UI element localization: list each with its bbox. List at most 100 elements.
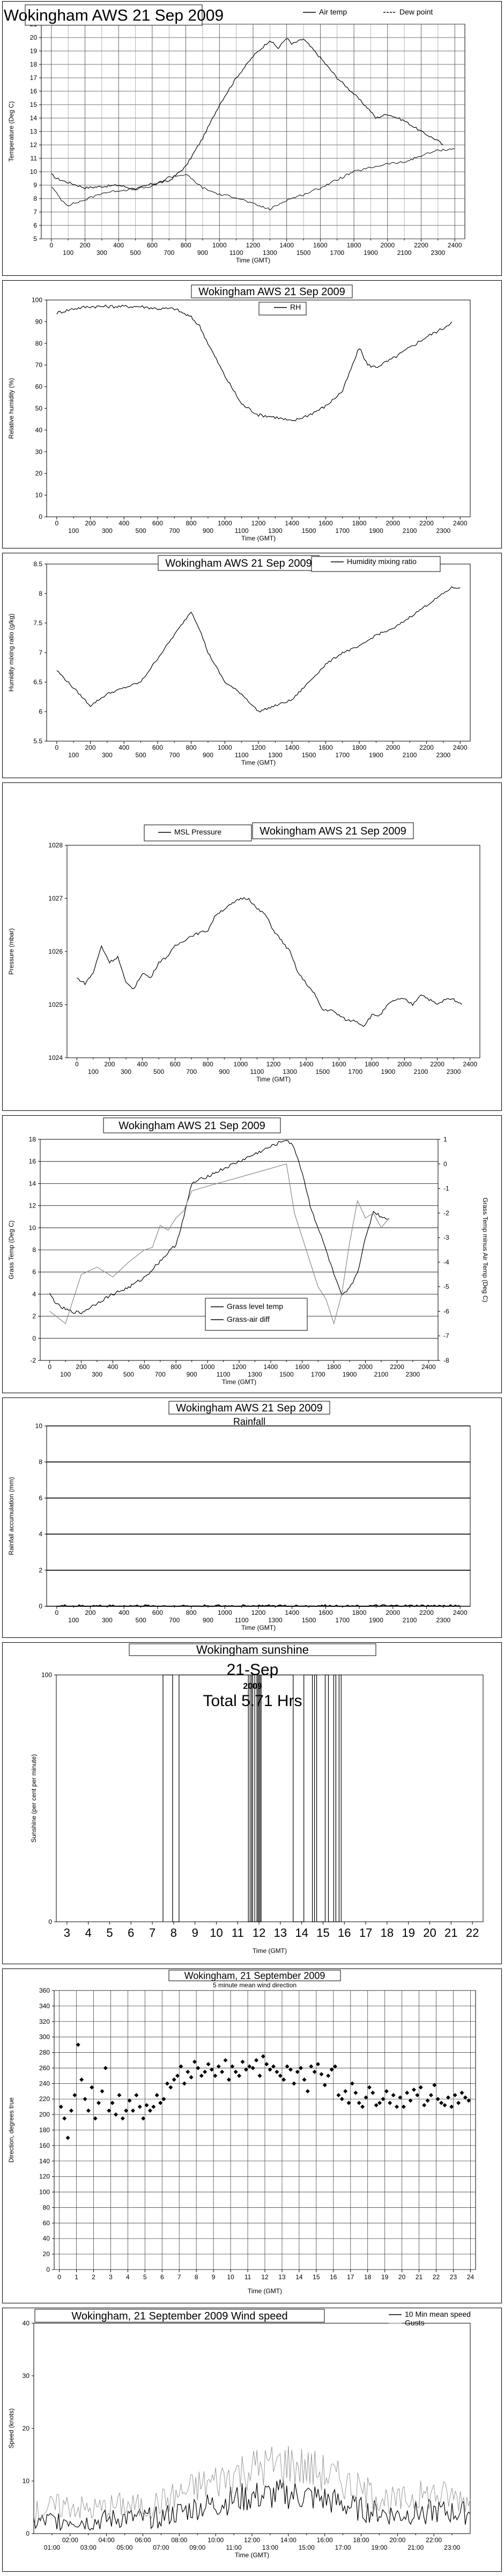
- x-tick-label-minor: 500: [130, 249, 141, 257]
- x-tick-label-minor: 17:00: [335, 2544, 351, 2551]
- data-point: [360, 2104, 365, 2109]
- y-tick-label: 2: [32, 1313, 36, 1320]
- x-tick-label: 12:00: [244, 2536, 260, 2544]
- x-tick-label: 11: [232, 1926, 244, 1940]
- legend-box: [311, 556, 441, 572]
- legend-label: Grass level temp: [227, 1302, 283, 1311]
- y-axis-label: Sunshine (per cent per minute): [30, 1754, 38, 1843]
- y-tick-label: 40: [35, 426, 43, 434]
- data-point: [425, 2098, 430, 2103]
- chart-title: Wokingham AWS 21 Sep 2009: [176, 1402, 323, 1414]
- x-tick-label: 15: [313, 2273, 320, 2281]
- data-point: [456, 2101, 461, 2105]
- data-point: [69, 2108, 73, 2113]
- x-tick-label: 0: [49, 241, 53, 249]
- x-tick-label-minor: 11:00: [226, 2544, 242, 2551]
- chart-svg: 0204060801001201401601802002202402602803…: [8, 1970, 476, 2295]
- x-tick-label: 04:00: [99, 2536, 115, 2544]
- y-tick-label: 100: [41, 1671, 52, 1679]
- x-tick-label-minor: 900: [187, 1371, 197, 1378]
- y2-tick-label: -2: [443, 1209, 449, 1217]
- x-tick-label: 06:00: [135, 2536, 151, 2544]
- x-tick-label: 2200: [414, 241, 428, 249]
- y-tick-label: 0: [26, 2530, 29, 2537]
- series-line: [49, 1163, 390, 1325]
- data-point: [220, 2069, 225, 2074]
- y-tick-label: 8: [39, 590, 42, 597]
- y-tick-label: 70: [35, 361, 43, 369]
- data-point: [435, 2097, 440, 2102]
- y-tick-label: 40: [23, 2319, 30, 2327]
- x-tick-label: 1200: [232, 1363, 247, 1371]
- chart-panel-pressure: 1024 1025 1026 1027 1028 0 200 400 600 800 1000 120…: [2, 782, 502, 1111]
- x-tick-label-minor: 1300: [263, 249, 277, 257]
- x-tick-label: 2400: [448, 241, 462, 249]
- x-tick-label: 0: [55, 744, 58, 751]
- chart-title: Wokingham AWS 21 Sep 2009: [4, 7, 224, 25]
- x-tick-label: 2000: [386, 744, 400, 751]
- data-point: [206, 2062, 211, 2067]
- x-tick-label: 1200: [246, 241, 261, 249]
- data-point: [130, 2108, 135, 2113]
- x-tick-label: 10: [227, 2273, 234, 2281]
- data-point: [415, 2093, 420, 2097]
- title-box: [252, 822, 414, 839]
- data-point: [459, 2090, 464, 2095]
- x-tick-label: 17: [347, 2273, 354, 2281]
- data-point: [466, 2098, 471, 2103]
- x-tick-label-minor: 900: [197, 249, 208, 257]
- data-point: [398, 2095, 403, 2100]
- series-line: [56, 1604, 461, 1607]
- x-tick-label-minor: 07:00: [153, 2544, 169, 2551]
- data-point: [353, 2090, 358, 2095]
- legend-label: Air temp: [319, 8, 347, 16]
- data-point: [144, 2103, 149, 2107]
- legend-box: [205, 1298, 308, 1331]
- x-tick-label: 14: [295, 1926, 308, 1940]
- x-tick-label-minor: 1500: [302, 751, 316, 759]
- x-axis-label: Time (GMT): [235, 2551, 269, 2559]
- data-point: [312, 2069, 317, 2074]
- y-tick-label: 240: [39, 2080, 50, 2087]
- y-tick-label: 10: [35, 1422, 43, 1430]
- chart-title: Wokingham AWS 21 Sep 2009: [165, 558, 312, 569]
- x-tick-label-minor: 2100: [403, 527, 417, 535]
- data-point: [117, 2093, 122, 2097]
- chart-svg: 0 100 3 4 5 6 7 8 9 10 11 12 13 14 15 16 17 18 19 20 21 22 Tim…: [30, 1643, 484, 1955]
- x-tick-label: 19: [381, 2273, 389, 2281]
- chart-svg: 1024 1025 1026 1027 1028 0 200 400 600 800 1000 120…: [8, 822, 480, 1083]
- x-tick-label: 2000: [386, 519, 400, 527]
- x-tick-label: 1600: [313, 241, 328, 249]
- x-tick-label: 4: [126, 2273, 130, 2281]
- y-tick-label: 12: [29, 1202, 36, 1210]
- x-tick-label-minor: 900: [219, 1068, 229, 1075]
- data-point: [374, 2103, 379, 2107]
- series-line: [162, 1674, 342, 1922]
- data-point: [370, 2090, 375, 2095]
- data-point: [343, 2089, 348, 2094]
- data-point: [141, 2116, 146, 2121]
- legend-box: [258, 302, 307, 316]
- data-point: [203, 2069, 207, 2074]
- x-tick-label: 5: [143, 2273, 147, 2281]
- data-point: [418, 2085, 423, 2090]
- legend-box: [144, 824, 252, 841]
- y-tick-label: 1024: [48, 1054, 63, 1062]
- x-tick-label: 7: [177, 2273, 181, 2281]
- x-tick-label: 3: [64, 1926, 70, 1940]
- x-tick-label-minor: 1100: [235, 751, 249, 759]
- legend-label: Gusts: [405, 2318, 425, 2327]
- y-tick-label: 16: [29, 1158, 36, 1165]
- data-point: [114, 2112, 118, 2117]
- x-tick-label-minor: 2300: [406, 1371, 420, 1378]
- y2-tick-label: -5: [443, 1283, 449, 1291]
- data-point: [339, 2097, 344, 2102]
- chart-title: Wokingham AWS 21 Sep 2009: [260, 825, 406, 837]
- x-tick-label-minor: 15:00: [299, 2544, 315, 2551]
- x-tick-label: 0: [55, 519, 58, 527]
- x-tick-label: 9: [192, 1926, 198, 1940]
- y-tick-label: 16: [30, 87, 38, 95]
- data-point: [381, 2097, 386, 2102]
- data-point: [285, 2064, 290, 2069]
